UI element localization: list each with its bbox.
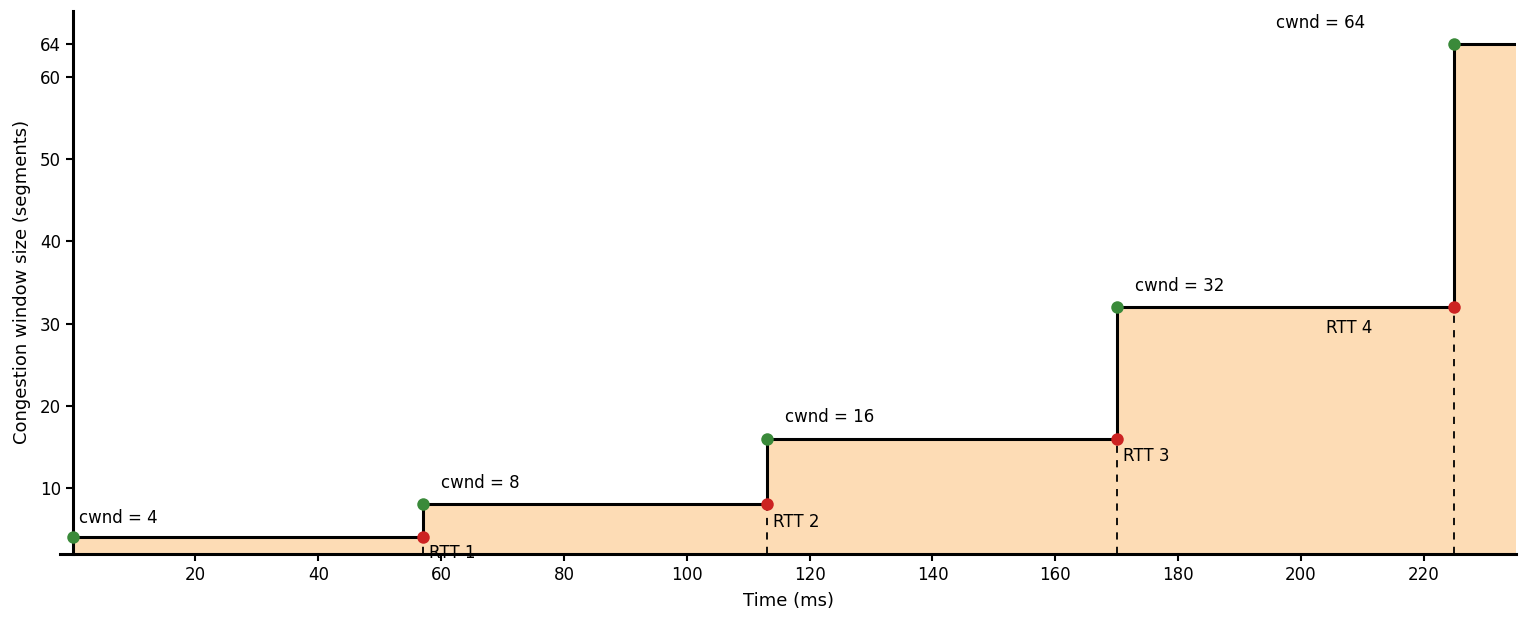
- Text: RTT 4: RTT 4: [1325, 319, 1371, 337]
- Text: RTT 3: RTT 3: [1122, 447, 1170, 465]
- Text: cwnd = 64: cwnd = 64: [1277, 14, 1365, 32]
- Text: cwnd = 16: cwnd = 16: [785, 409, 875, 426]
- X-axis label: Time (ms): Time (ms): [742, 592, 834, 610]
- Y-axis label: Congestion window size (segments): Congestion window size (segments): [14, 120, 32, 445]
- Polygon shape: [73, 44, 1516, 554]
- Text: RTT 1: RTT 1: [429, 544, 475, 562]
- Text: cwnd = 4: cwnd = 4: [79, 509, 157, 527]
- Text: RTT 2: RTT 2: [773, 513, 820, 530]
- Text: cwnd = 8: cwnd = 8: [441, 474, 519, 492]
- Text: cwnd = 32: cwnd = 32: [1135, 277, 1225, 295]
